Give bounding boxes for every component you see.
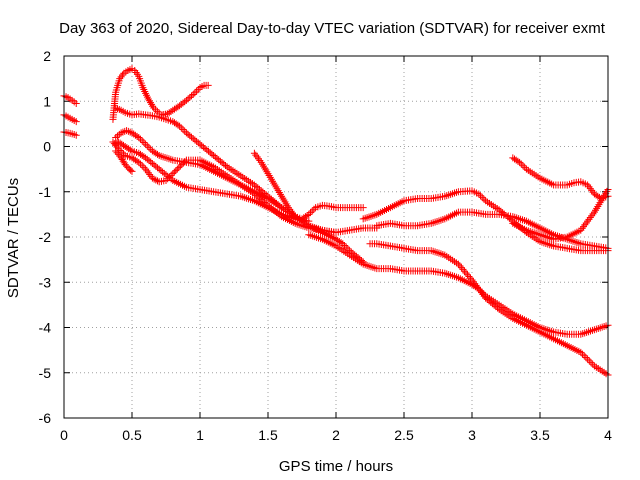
tick-labels: 0 0.5 1 1.5 2 2.5 3 3.5 4 -6 -5 -4 -3 -2 -1 0 1 2 <box>39 48 613 443</box>
series-sat-e <box>158 81 212 119</box>
plus-marker-set <box>112 138 313 225</box>
series-sat-k <box>250 149 367 223</box>
series-sat-m <box>366 240 612 379</box>
y-tick-label: -3 <box>39 274 52 290</box>
series-sat-c <box>60 128 80 139</box>
y-tick-label: 1 <box>43 93 51 109</box>
series-sat-p <box>509 154 612 203</box>
plus-marker-set <box>509 185 612 243</box>
y-tick-label: 2 <box>43 48 51 64</box>
x-tick-label: 0 <box>60 427 68 443</box>
x-axis-label: GPS time / hours <box>279 458 393 475</box>
series-sat-n <box>373 208 612 252</box>
plus-marker-set <box>112 147 136 175</box>
x-tick-label: 2.5 <box>394 427 414 443</box>
y-tick-label: -6 <box>39 410 52 426</box>
series-sat-j <box>112 138 313 225</box>
x-tick-label: 4 <box>604 427 612 443</box>
y-tick-label: -4 <box>39 320 52 336</box>
x-tick-label: 1.5 <box>258 427 278 443</box>
plus-marker-set <box>60 111 80 126</box>
y-axis-label: SDTVAR / TECUs <box>5 178 22 298</box>
y-tick-label: -2 <box>39 229 52 245</box>
plot-frame <box>63 55 609 419</box>
plus-marker-set <box>109 138 381 236</box>
series-sat-h <box>109 138 381 236</box>
plus-marker-set <box>509 154 612 203</box>
x-tick-label: 3.5 <box>530 427 550 443</box>
chart-title: Day 363 of 2020, Sidereal Day-to-day VTE… <box>59 20 606 37</box>
data-markers <box>60 65 612 379</box>
y-tick-label: -5 <box>39 365 52 381</box>
x-tick-label: 0.5 <box>122 427 142 443</box>
plus-marker-set <box>60 128 80 139</box>
series-sat-b <box>60 111 80 126</box>
plus-marker-set <box>373 208 612 252</box>
x-tick-label: 3 <box>468 427 476 443</box>
x-tick-label: 2 <box>332 427 340 443</box>
series-sat-i <box>112 147 136 175</box>
series-sat-q <box>509 185 612 243</box>
y-tick-label: -1 <box>39 184 52 200</box>
x-tick-label: 1 <box>196 427 204 443</box>
y-tick-label: 0 <box>43 139 51 155</box>
plus-marker-set <box>60 92 80 108</box>
plus-marker-set <box>250 149 367 223</box>
plus-marker-set <box>366 240 612 379</box>
plus-marker-set <box>158 81 212 119</box>
series-sat-a <box>60 92 80 108</box>
